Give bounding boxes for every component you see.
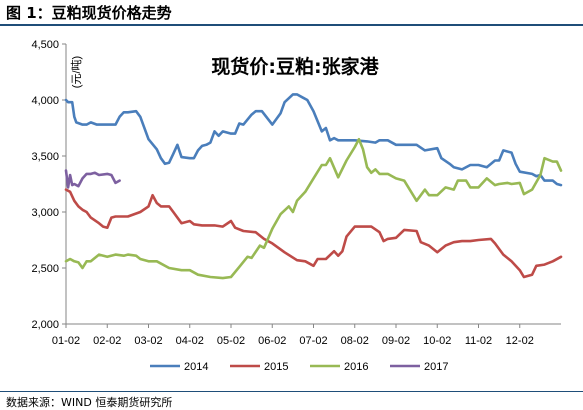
line-chart: 2,000 2,500 3,000 3,500 4,000 4,500 01-02 02-02… bbox=[31, 39, 563, 373]
chart-legend: 2014 2015 2016 2017 bbox=[150, 361, 448, 373]
y-tick-label: 2,500 bbox=[31, 263, 59, 275]
footer-rule bbox=[0, 391, 583, 392]
x-tick-label: 10-02 bbox=[423, 335, 451, 347]
x-tick-label: 11-02 bbox=[465, 335, 492, 347]
x-tick-label: 12-02 bbox=[506, 335, 534, 347]
figure-title: 图 1：豆粕现货价格走势 bbox=[6, 4, 172, 22]
y-tick-label: 3,500 bbox=[31, 151, 59, 163]
y-axis-label: (元/吨) bbox=[70, 56, 83, 88]
legend-label-2015: 2015 bbox=[264, 361, 288, 373]
legend-label-2014: 2014 bbox=[184, 361, 208, 373]
x-tick-label: 03-02 bbox=[134, 335, 162, 347]
x-tick-label: 01-02 bbox=[52, 335, 80, 347]
x-tick-label: 05-02 bbox=[217, 335, 245, 347]
y-tick-label: 2,000 bbox=[31, 319, 59, 331]
y-tick-label: 3,000 bbox=[31, 207, 59, 219]
x-tick-label: 07-02 bbox=[299, 335, 327, 347]
chart-title: 现货价:豆粕:张家港 bbox=[211, 55, 379, 78]
series-line-2015 bbox=[64, 188, 563, 279]
y-tick-label: 4,000 bbox=[31, 95, 59, 107]
chart-axes: 2,000 2,500 3,000 3,500 4,000 4,500 01-02 02-02… bbox=[31, 39, 561, 347]
series-line-2017 bbox=[64, 169, 121, 189]
figure-header: 图 1：豆粕现货价格走势 bbox=[0, 0, 583, 24]
series-line-2016 bbox=[64, 137, 563, 280]
x-tick-label: 02-02 bbox=[93, 335, 121, 347]
y-tick-label: 4,500 bbox=[31, 39, 59, 51]
x-tick-label: 04-02 bbox=[176, 335, 204, 347]
x-tick-label: 09-02 bbox=[382, 335, 410, 347]
series-layer bbox=[64, 93, 563, 280]
x-tick-label: 06-02 bbox=[258, 335, 286, 347]
series-line-2014 bbox=[64, 93, 563, 187]
legend-label-2017: 2017 bbox=[424, 361, 448, 373]
header-rule bbox=[0, 24, 583, 26]
x-tick-label: 08-02 bbox=[341, 335, 369, 347]
data-source-note: 数据来源：WIND 恒泰期货研究所 bbox=[6, 396, 173, 409]
legend-label-2016: 2016 bbox=[344, 361, 368, 373]
